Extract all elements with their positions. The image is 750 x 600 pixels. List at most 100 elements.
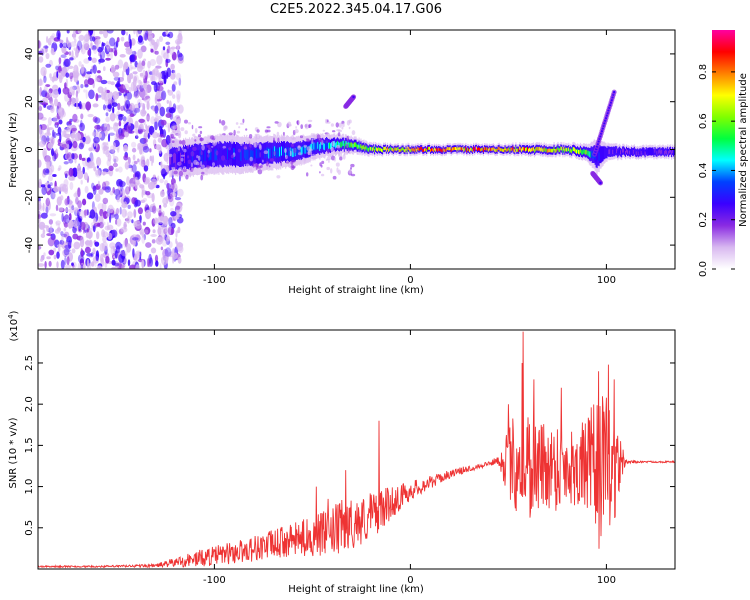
noise-speckle: [102, 30, 109, 39]
ridge-core: [528, 148, 530, 153]
noise-speckle: [153, 118, 159, 122]
noise-speckle: [161, 255, 168, 266]
snr-y-multiplier-base: (x10: [9, 319, 20, 342]
noise-speckle: [167, 124, 171, 133]
ridge-core: [303, 145, 305, 154]
noise-speckle: [105, 150, 110, 158]
ridge-core: [200, 151, 202, 163]
ridge-core: [288, 148, 291, 157]
noise-speckle: [131, 50, 137, 56]
noise-speckle: [160, 190, 165, 198]
ridge-core: [501, 148, 503, 152]
noise-speckle: [152, 131, 159, 139]
noise-speckle: [150, 75, 154, 82]
spectrogram-y-tick-label: 20: [24, 95, 35, 108]
noise-speckle: [177, 242, 184, 248]
noise-speckle: [102, 235, 107, 243]
ridge-speckle: [171, 140, 175, 143]
ridge-core: [378, 147, 380, 151]
ridge-core: [359, 145, 361, 150]
ridge-core: [417, 147, 419, 150]
noise-speckle: [89, 209, 96, 219]
ridge-core: [588, 151, 590, 158]
ridge-speckle: [207, 153, 210, 158]
ridge-speckle: [348, 126, 351, 130]
noise-speckle: [170, 227, 174, 235]
ridge-core: [386, 146, 389, 150]
noise-speckle: [123, 154, 129, 161]
ridge-core: [508, 147, 510, 151]
noise-speckle: [50, 106, 55, 113]
ridge-core: [409, 148, 411, 152]
ridge-core: [195, 150, 197, 162]
noise-speckle: [143, 138, 149, 144]
ridge-core: [544, 148, 546, 153]
noise-speckle: [56, 244, 63, 248]
noise-speckle: [83, 209, 89, 216]
spectrogram-y-tick-label: 0: [24, 146, 35, 152]
ridge-core: [480, 148, 482, 152]
noise-speckle: [161, 168, 167, 178]
noise-speckle: [77, 170, 84, 180]
ridge-core: [189, 153, 192, 164]
ridge-core: [374, 148, 376, 153]
ridge-speckle: [184, 130, 188, 135]
noise-speckle: [64, 170, 70, 177]
ridge-core: [177, 154, 179, 164]
ridge-core: [248, 149, 250, 160]
spectrogram-x-tick-label: 100: [597, 275, 616, 286]
ridge-core: [334, 142, 337, 149]
ridge-speckle: [326, 133, 331, 137]
noise-speckle: [121, 249, 126, 260]
ridge-core: [373, 146, 375, 150]
colorbar-label: Normalized spectral amplitude: [738, 73, 749, 227]
noise-speckle: [178, 175, 181, 182]
noise-speckle: [64, 244, 72, 249]
ridge-core: [229, 147, 231, 159]
ridge-core: [549, 148, 551, 153]
noise-speckle: [53, 235, 56, 244]
noise-speckle: [102, 211, 108, 219]
ridge-core: [641, 149, 643, 154]
ridge-core: [320, 142, 322, 149]
noise-speckle: [92, 64, 97, 74]
ridge-speckle: [326, 148, 330, 154]
ridge-speckle: [321, 160, 325, 165]
ridge-core: [329, 142, 331, 149]
ridge-core: [411, 147, 413, 151]
ridge-core: [482, 149, 485, 153]
ridge-core: [389, 146, 391, 150]
noise-speckle: [68, 203, 74, 209]
ridge-core: [658, 150, 660, 154]
ridge-core: [495, 148, 497, 152]
ridge-core: [408, 147, 410, 151]
ridge-core: [299, 145, 301, 154]
ridge-core: [382, 149, 384, 153]
noise-speckle: [45, 206, 49, 215]
ridge-core: [566, 147, 568, 152]
noise-speckle: [134, 182, 138, 190]
noise-speckle: [131, 141, 137, 148]
noise-speckle: [149, 203, 156, 212]
noise-speckle: [50, 164, 55, 173]
noise-speckle: [171, 83, 176, 92]
noise-speckle: [126, 31, 128, 36]
spectrogram-x-ticks: -100 0 100: [203, 30, 616, 286]
ridge-speckle: [183, 148, 187, 153]
noise-speckle: [117, 166, 123, 173]
ridge-core: [464, 147, 466, 151]
ridge-core: [387, 148, 390, 152]
ridge-core: [281, 146, 283, 156]
noise-speckle: [80, 64, 85, 74]
ridge-speckle: [196, 155, 199, 159]
noise-speckle: [67, 98, 71, 108]
ridge-core: [172, 152, 174, 163]
noise-speckle: [146, 258, 150, 268]
noise-speckle: [94, 77, 101, 82]
ridge-speckle: [245, 163, 250, 167]
ridge-core: [239, 150, 242, 161]
ridge-speckle: [230, 138, 234, 145]
noise-speckle: [167, 90, 174, 96]
noise-speckle: [121, 30, 126, 36]
noise-speckle: [49, 136, 55, 146]
